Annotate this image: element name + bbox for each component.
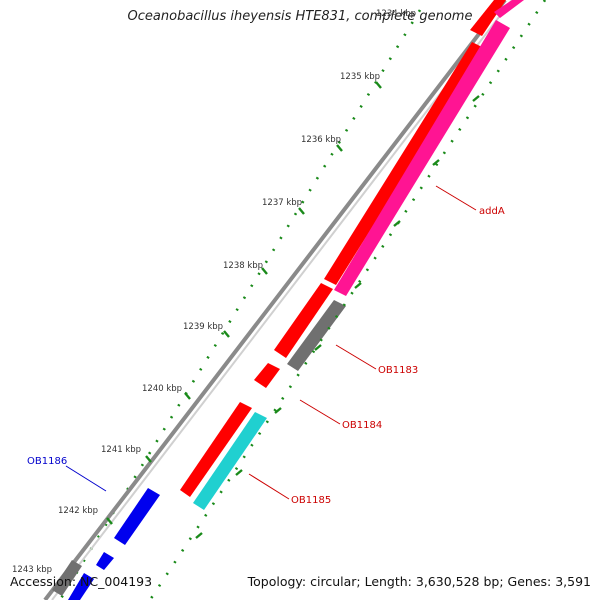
tick-1235: [375, 81, 382, 89]
map-title: Oceanobacillus iheyensis HTE831, complet…: [127, 9, 473, 24]
tick-label-1240: 1240 kbp: [142, 384, 182, 394]
inner-tick: [195, 532, 203, 539]
topology-text: Topology: circular; Length: 3,630,528 bp…: [247, 574, 591, 589]
gene-forward-long: [324, 42, 484, 285]
inner-tick: [274, 407, 282, 414]
inner-tick: [432, 159, 440, 166]
tick-1242: [106, 517, 113, 525]
tick-label-1237: 1237 kbp: [262, 198, 302, 208]
gene-addA: [334, 20, 510, 296]
tick-1238: [261, 267, 268, 275]
accession-label: Accession:: [10, 574, 77, 589]
gene-OB1185: [193, 412, 267, 510]
inner-tick: [354, 282, 362, 289]
label-OB1186: OB1186: [27, 456, 67, 467]
label-OB1183: OB1183: [378, 365, 418, 376]
gene-blue-1: [114, 488, 160, 545]
gene-forward-3: [254, 363, 280, 388]
gene-reverse-top: [494, 0, 524, 18]
gene-forward-top: [470, 0, 506, 36]
inner-tick: [235, 469, 243, 476]
tick-label-1243: 1243 kbp: [12, 565, 52, 575]
leader-OB1185: [248, 473, 290, 500]
gene-forward-2: [274, 283, 333, 358]
label-OB1184: OB1184: [342, 420, 382, 431]
leader-OB1184: [299, 399, 341, 425]
gene-labels: addA OB1183 OB1184 OB1185 OB1186: [27, 185, 505, 506]
tick-label-1234: 1234 kbp: [376, 9, 416, 19]
inner-tick: [314, 344, 322, 351]
label-OB1185: OB1185: [291, 495, 331, 506]
reverse-strand-features: [52, 0, 524, 600]
tick-label-1239: 1239 kbp: [183, 322, 223, 332]
gene-forward-4: [180, 402, 252, 497]
gene-OB1183: [287, 300, 346, 371]
tick-label-1242: 1242 kbp: [58, 506, 98, 516]
tick-label-1235: 1235 kbp: [340, 72, 380, 82]
leader-addA: [435, 185, 477, 211]
inner-dotted-ring: [148, 0, 547, 600]
leader-OB1186: [65, 465, 107, 492]
backbone-outer-line: [43, 0, 507, 600]
label-addA: addA: [479, 206, 505, 217]
inner-dotted-ring-line: [148, 0, 547, 600]
backbone-inner-line: [51, 0, 513, 600]
tick-label-1241: 1241 kbp: [101, 445, 141, 455]
gene-blue-2: [96, 552, 114, 570]
accession-value: NC_004193: [80, 574, 153, 589]
tick-1236: [336, 144, 343, 152]
tick-1237: [298, 207, 305, 215]
leader-OB1183: [335, 344, 377, 370]
tick-label-1236: 1236 kbp: [301, 135, 341, 145]
tick-1240: [184, 392, 191, 400]
inner-tick: [393, 220, 401, 227]
gene-gray-small: [52, 560, 82, 596]
tick-1239: [223, 330, 230, 338]
accession-text: Accession: NC_004193: [10, 574, 152, 589]
scale-ticks: 1235 kbp 1236 kbp 1237 kbp 1238 kbp 1239…: [12, 9, 480, 575]
inner-tick: [472, 95, 480, 102]
gene-blue-3: [68, 573, 94, 600]
forward-strand-features: [180, 0, 506, 497]
tick-label-1238: 1238 kbp: [223, 261, 263, 271]
backbone: [43, 0, 513, 600]
tick-1241: [145, 455, 152, 463]
